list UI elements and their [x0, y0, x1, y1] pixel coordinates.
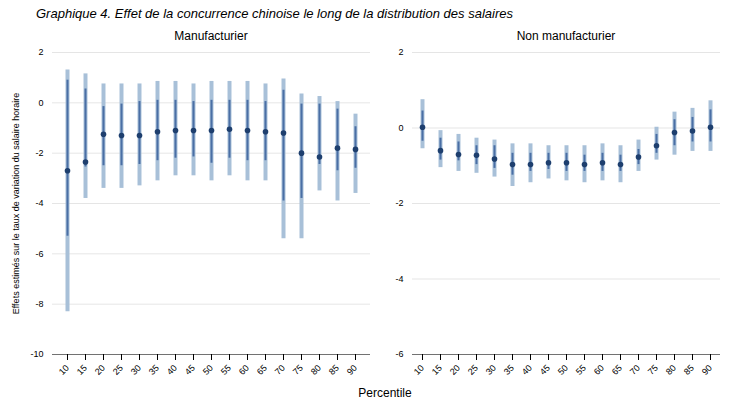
- svg-text:45: 45: [538, 363, 552, 377]
- svg-text:90: 90: [345, 363, 359, 377]
- svg-text:80: 80: [664, 363, 678, 377]
- svg-text:35: 35: [147, 363, 161, 377]
- svg-text:20: 20: [448, 363, 462, 377]
- html-text:Manufacturier: Manufacturier: [174, 29, 248, 43]
- html-text:Graphique 4. Effet de la concu: Graphique 4. Effet de la concurrence chi…: [36, 6, 513, 21]
- svg-text:-4: -4: [35, 198, 43, 208]
- svg-text:35: 35: [502, 363, 516, 377]
- svg-text:60: 60: [592, 363, 606, 377]
- svg-text:30: 30: [129, 363, 143, 377]
- svg-text:50: 50: [201, 363, 215, 377]
- svg-text:0: 0: [38, 98, 43, 108]
- svg-text:0: 0: [398, 123, 403, 133]
- svg-text:15: 15: [430, 363, 444, 377]
- svg-text:25: 25: [466, 363, 480, 377]
- svg-text:65: 65: [255, 363, 269, 377]
- svg-text:70: 70: [628, 363, 642, 377]
- svg-text:40: 40: [165, 363, 179, 377]
- svg-text:50: 50: [556, 363, 570, 377]
- svg-text:-8: -8: [35, 299, 43, 309]
- svg-text:80: 80: [309, 363, 323, 377]
- svg-text:90: 90: [700, 363, 714, 377]
- svg-text:30: 30: [484, 363, 498, 377]
- svg-text:10: 10: [57, 363, 71, 377]
- svg-text:85: 85: [682, 363, 696, 377]
- svg-text:55: 55: [219, 363, 233, 377]
- svg-text:2: 2: [398, 47, 403, 57]
- svg-text:55: 55: [574, 363, 588, 377]
- svg-text:60: 60: [237, 363, 251, 377]
- svg-text:45: 45: [183, 363, 197, 377]
- html-text:Percentile: Percentile: [358, 386, 412, 400]
- svg-text:-6: -6: [395, 349, 403, 359]
- svg-text:10: 10: [412, 363, 426, 377]
- svg-text:25: 25: [111, 363, 125, 377]
- svg-text:75: 75: [291, 363, 305, 377]
- svg-text:-4: -4: [395, 274, 403, 284]
- svg-text:70: 70: [273, 363, 287, 377]
- svg-text:-6: -6: [35, 249, 43, 259]
- svg-text:Effets estimés sur le taux de: Effets estimés sur le taux de variation …: [11, 93, 21, 314]
- svg-text:65: 65: [610, 363, 624, 377]
- svg-text:15: 15: [75, 363, 89, 377]
- svg-text:20: 20: [93, 363, 107, 377]
- svg-text:-2: -2: [35, 148, 43, 158]
- svg-text:-2: -2: [395, 198, 403, 208]
- svg-text:40: 40: [520, 363, 534, 377]
- html-text:Non manufacturier: Non manufacturier: [516, 29, 616, 43]
- svg-text:75: 75: [646, 363, 660, 377]
- svg-text:-10: -10: [30, 349, 43, 359]
- svg-text:2: 2: [38, 47, 43, 57]
- svg-text:85: 85: [327, 363, 341, 377]
